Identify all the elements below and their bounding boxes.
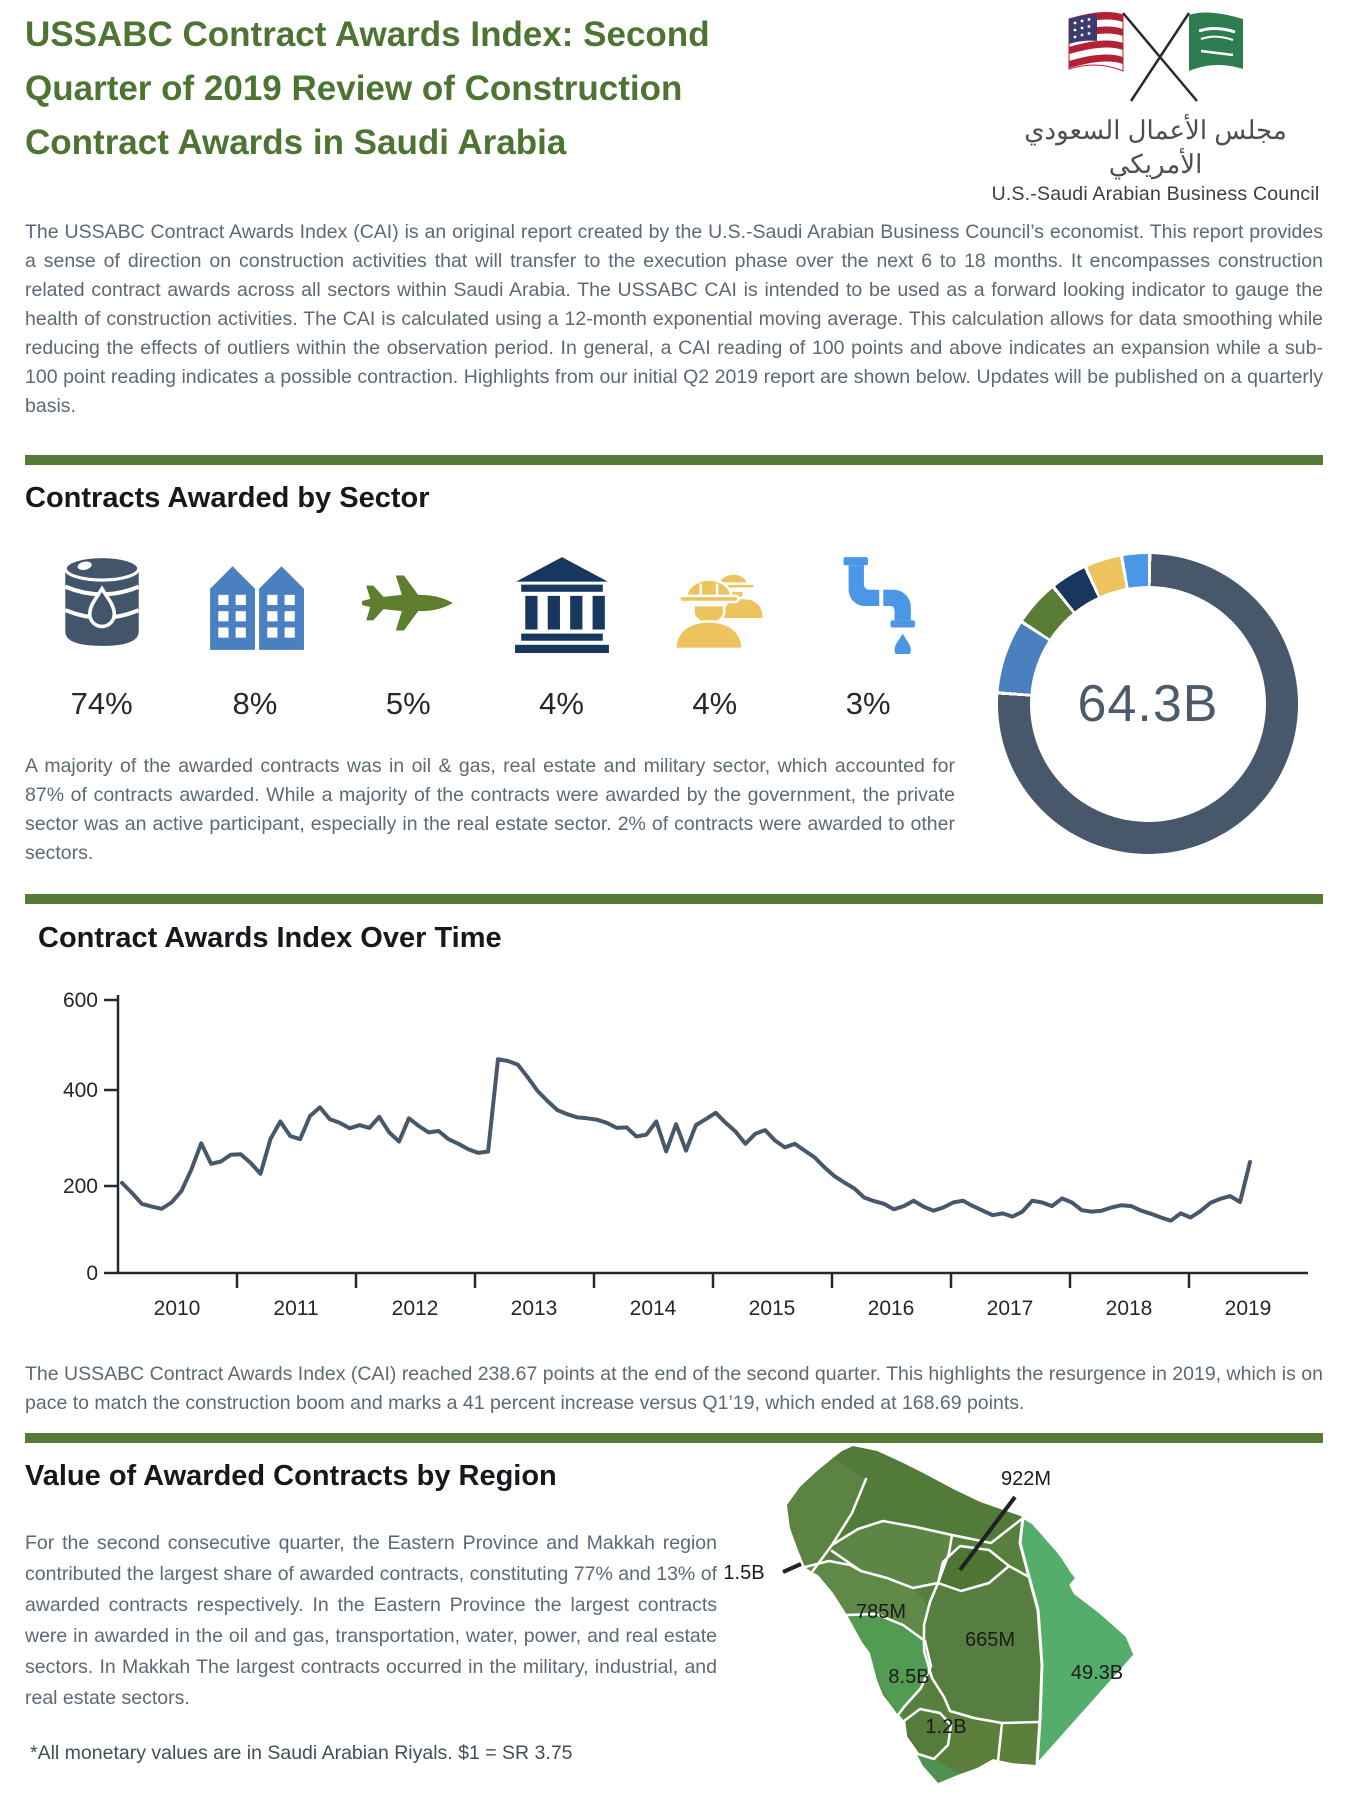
y-axis-labels: 600 400 200 0 xyxy=(63,989,98,1285)
sector-military: 5% xyxy=(332,552,485,722)
map-region-asir-jazan xyxy=(890,1704,960,1783)
chart-paragraph: The USSABC Contract Awards Index (CAI) r… xyxy=(25,1363,1323,1414)
map-region-najran xyxy=(904,1709,951,1759)
map-region-riyadh xyxy=(924,1566,1041,1723)
us-flag-icon xyxy=(1068,11,1123,72)
svg-text:2017: 2017 xyxy=(987,1297,1034,1320)
crossed-us-saudi-flags-icon xyxy=(1068,11,1243,102)
svg-text:2012: 2012 xyxy=(392,1297,439,1320)
donut-hole: 64.3B xyxy=(1030,586,1266,822)
cai-line-chart: 600 400 200 0 2010 2011 2012 2013 2014 2… xyxy=(60,985,1330,1330)
sector-government: 4% xyxy=(485,552,638,722)
map-label-8-5b: 8.5B xyxy=(888,1666,929,1688)
cai-series-line xyxy=(120,1057,1252,1223)
map-value-labels: 922M 1.5B 785M 665M 8.5B 49.3B 1.2B xyxy=(723,1468,1123,1738)
sector-pct-construction: 4% xyxy=(692,686,738,721)
sector-water: 3% xyxy=(791,552,944,722)
map-label-922m: 922M xyxy=(1001,1468,1051,1490)
map-label-1-5b: 1.5B xyxy=(723,1562,764,1584)
x-axis-labels: 2010 2011 2012 2013 2014 2015 2016 2017 … xyxy=(154,1297,1272,1320)
sector-oil-gas: 74% xyxy=(25,552,178,722)
sector-pct-real-estate: 8% xyxy=(232,686,278,721)
map-label-49-3b: 49.3B xyxy=(1071,1662,1123,1684)
svg-text:2011: 2011 xyxy=(273,1297,318,1320)
org-name-english: U.S.-Saudi Arabian Business Council xyxy=(991,183,1320,205)
map-region-south xyxy=(948,1711,1039,1774)
saudi-flag-icon xyxy=(1188,12,1243,71)
svg-text:2018: 2018 xyxy=(1106,1297,1153,1320)
intro-paragraph: The USSABC Contract Awards Index (CAI) i… xyxy=(25,221,1323,417)
jet-icon xyxy=(362,575,454,631)
map-region-northern-borders xyxy=(832,1446,1023,1545)
section-divider xyxy=(25,455,1323,465)
pointer-line-1-5b xyxy=(782,1562,802,1574)
map-region-makkah xyxy=(847,1614,931,1715)
svg-text:2016: 2016 xyxy=(868,1297,915,1320)
sector-pct-government: 4% xyxy=(539,686,584,721)
pointer-line-922m xyxy=(958,1495,1017,1572)
sector-paragraph: A majority of the awarded contracts was … xyxy=(25,755,955,864)
y-axis-ticks xyxy=(104,998,118,1275)
oil-barrel-icon xyxy=(63,555,140,646)
section-divider xyxy=(25,894,1323,904)
footnote: *All monetary values are in Saudi Arabia… xyxy=(30,1742,573,1764)
svg-text:400: 400 xyxy=(63,1079,98,1102)
map-region-tabuk xyxy=(787,1458,866,1572)
x-axis-ticks xyxy=(235,1273,1191,1288)
sector-section-heading: Contracts Awarded by Sector xyxy=(25,482,430,514)
sector-construction: 4% xyxy=(638,552,791,722)
map-label-785m: 785M xyxy=(856,1601,906,1623)
map-label-1-2b: 1.2B xyxy=(925,1716,966,1738)
map-region-patches xyxy=(787,1446,1041,1783)
section-divider xyxy=(25,1433,1323,1443)
region-section-heading: Value of Awarded Contracts by Region xyxy=(25,1460,557,1492)
map-region-eastern-province xyxy=(1018,1515,1137,1767)
buildings-icon xyxy=(210,566,304,650)
svg-text:0: 0 xyxy=(86,1262,98,1285)
sector-donut-chart: 64.3B xyxy=(998,554,1298,854)
svg-text:2010: 2010 xyxy=(154,1297,201,1320)
construction-worker-icon xyxy=(673,572,766,651)
svg-text:2019: 2019 xyxy=(1225,1297,1272,1320)
map-label-665m: 665M xyxy=(965,1629,1015,1651)
svg-text:600: 600 xyxy=(63,989,98,1012)
map-region-madinah xyxy=(805,1561,928,1641)
svg-text:2014: 2014 xyxy=(630,1297,677,1320)
sector-real-estate: 8% xyxy=(178,552,331,722)
org-name-arabic: مجلس الأعمال السعودي الأمريكي xyxy=(1024,115,1287,179)
donut-total-label: 64.3B xyxy=(1077,675,1219,733)
water-pipe-icon xyxy=(843,557,916,654)
svg-text:2015: 2015 xyxy=(749,1297,796,1320)
sector-pct-military: 5% xyxy=(385,686,431,721)
sector-pct-oil-gas: 74% xyxy=(70,686,133,721)
ussabc-logo: مجلس الأعمال السعودي الأمريكي U.S.-Saudi… xyxy=(983,5,1328,206)
svg-text:2013: 2013 xyxy=(511,1297,558,1320)
sector-pct-water: 3% xyxy=(845,686,891,721)
map-region-borders xyxy=(803,1477,1041,1763)
saudi-arabia-region-map: 922M 1.5B 785M 665M 8.5B 49.3B 1.2B xyxy=(690,1425,1150,1808)
chart-section-heading: Contract Awards Index Over Time xyxy=(38,922,502,954)
svg-text:200: 200 xyxy=(63,1175,98,1198)
sector-icon-row: 74% 8% xyxy=(25,552,945,722)
bank-icon xyxy=(514,557,609,653)
page-title: USSABC Contract Awards Index: Second Qua… xyxy=(25,15,710,162)
region-paragraph: For the second consecutive quarter, the … xyxy=(25,1532,717,1709)
